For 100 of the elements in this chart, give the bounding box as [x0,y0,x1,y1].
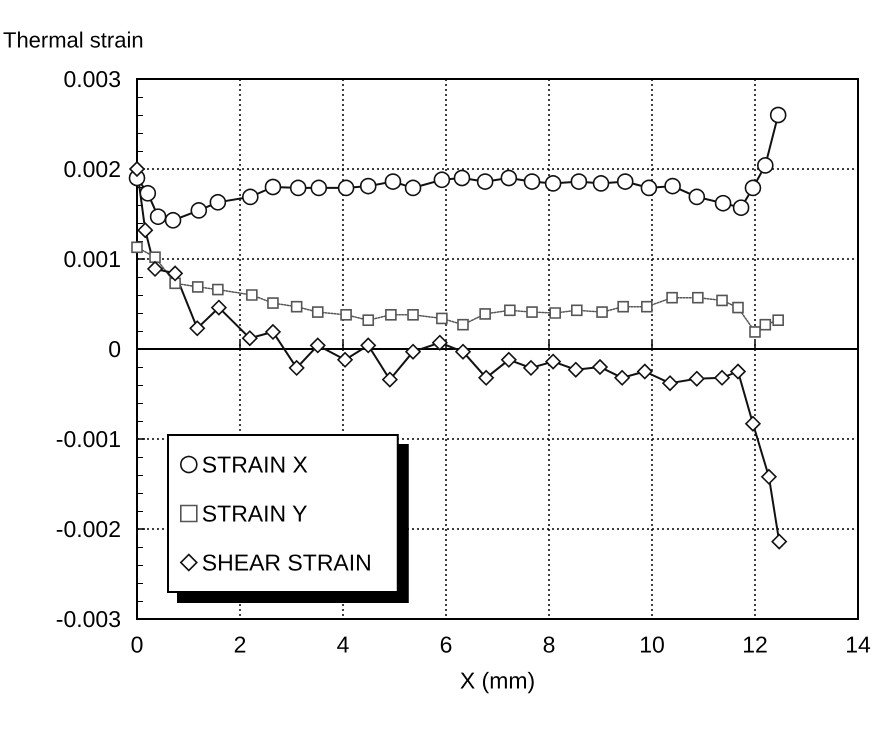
point [688,188,706,206]
point [526,306,538,318]
point [714,194,732,212]
point [434,172,450,188]
point [360,178,377,194]
point [596,306,608,318]
point [242,330,258,346]
point [568,362,584,378]
point [360,338,376,354]
point [732,199,750,216]
point [732,302,744,314]
point [730,364,746,380]
y-tick-label: -0.003 [56,606,121,632]
point [210,194,226,211]
point [772,314,784,326]
x-axis-title: X (mm) [460,668,536,694]
point [592,175,610,192]
point [524,173,540,190]
point [617,300,629,312]
x-tick-label: 6 [440,632,452,658]
point [264,178,282,196]
point [310,338,326,354]
point [407,309,419,321]
point [362,314,374,326]
point [641,300,653,312]
point [476,173,494,190]
point [501,352,517,368]
point [246,289,258,301]
point [211,300,227,316]
y-tick-label: 0.003 [63,66,121,92]
point [455,344,471,360]
point [770,106,786,124]
point [150,208,166,225]
point [129,161,145,177]
point [662,375,678,391]
point [242,188,259,206]
point [189,320,206,336]
point [636,364,653,380]
point [267,297,279,309]
point [340,309,352,321]
point [504,304,516,316]
point [745,416,761,432]
point [164,212,182,229]
legend-label: STRAIN X [202,452,308,478]
point [570,173,588,190]
x-tick-label: 4 [336,632,350,658]
point [544,175,562,192]
point [545,354,561,370]
point [167,266,183,282]
point [714,370,730,386]
point [382,372,398,388]
point [744,180,762,196]
point [761,469,777,485]
y-tick-label: -0.002 [56,516,121,542]
point [614,370,630,386]
x-tick-label: 14 [845,632,871,658]
legend-label: SHEAR STRAIN [202,550,372,576]
point [716,294,728,306]
point [760,318,772,330]
point [337,352,353,368]
point [290,180,306,196]
y-tick-label: -0.001 [56,426,121,452]
point [137,222,154,238]
point [312,306,324,318]
point [592,359,608,375]
point [664,178,681,194]
point [265,324,281,340]
point [457,318,469,330]
point [338,180,354,196]
legend-label: STRAIN Y [202,500,308,526]
point [689,370,705,386]
x-tick-label: 8 [542,632,556,658]
point [190,202,208,219]
point [140,185,156,202]
point [131,242,143,254]
point [500,170,518,186]
point [147,261,163,277]
point [454,170,470,186]
point [212,284,224,296]
point [757,157,774,174]
point [479,308,491,320]
y-tick-label: 0.002 [63,156,121,182]
point [771,534,788,550]
point [571,304,583,316]
point [404,180,422,196]
y-tick-label: 0.001 [63,246,121,272]
x-tick-label: 10 [639,632,665,658]
point [436,312,448,324]
point [310,180,328,196]
point [384,173,402,190]
y-tick-label: 0 [108,336,121,362]
point [616,173,634,190]
point [432,334,448,350]
point [192,281,204,293]
point [290,300,302,312]
point [149,251,161,263]
point [385,309,397,321]
point [549,307,561,319]
y-axis-title: Thermal strain [3,28,144,52]
point [478,370,494,386]
